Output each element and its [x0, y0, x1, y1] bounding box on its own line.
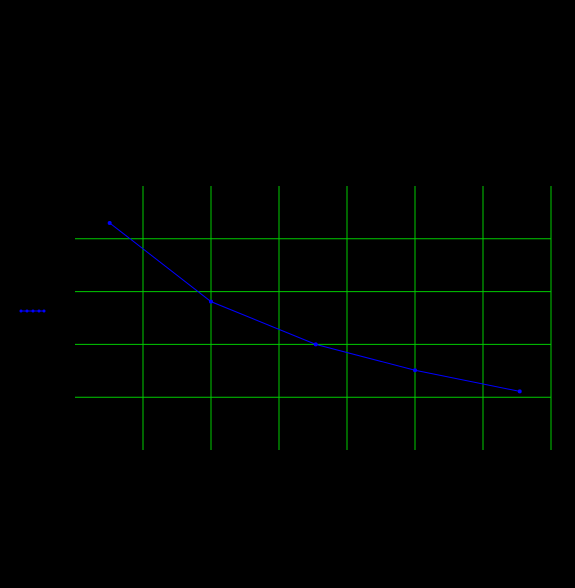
data-point	[313, 342, 318, 347]
data-point	[413, 368, 417, 373]
data-point	[107, 220, 112, 225]
legend-marker	[42, 309, 46, 313]
data-point	[517, 389, 522, 394]
data-point	[209, 299, 213, 304]
legend-marker	[37, 309, 41, 313]
legend-marker	[19, 309, 23, 313]
legend-marker	[25, 309, 29, 313]
legend-marker	[31, 309, 35, 313]
